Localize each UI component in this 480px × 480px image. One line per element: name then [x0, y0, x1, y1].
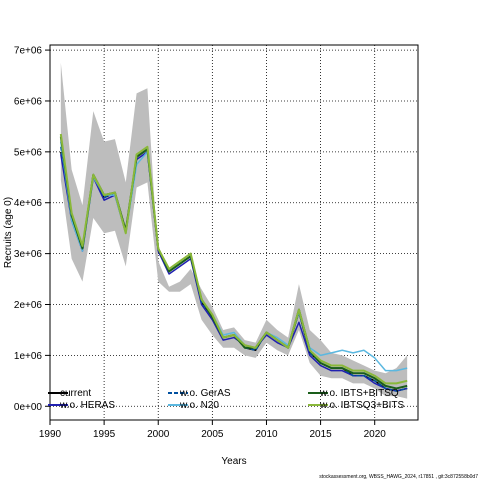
- y-tick-label: 2e+06: [14, 300, 43, 311]
- y-tick-label: 0e+00: [14, 402, 43, 413]
- plot-frame: [49, 44, 419, 421]
- y-axis-title: Recruits (age 0): [3, 197, 14, 268]
- x-axis-title: Years: [221, 456, 246, 467]
- confidence-band-area: [60, 62, 408, 399]
- y-axis: 0e+00 1e+06 2e+06 3e+06 4e+06 5e+06 6e+06 7e+06: [14, 46, 50, 413]
- x-tick-label: 2010: [255, 429, 278, 440]
- confidence-band: [60, 62, 408, 399]
- y-tick-label: 3e+06: [14, 249, 43, 260]
- x-tick-label: 2005: [201, 429, 224, 440]
- y-tick-label: 4e+06: [14, 198, 43, 209]
- x-tick-label: 2020: [364, 429, 387, 440]
- legend-label-5: w.o. IBTS+BITSQ: [319, 388, 399, 399]
- x-tick-label: 2000: [147, 429, 170, 440]
- legend-label-4: w.o. N20: [179, 400, 219, 411]
- legend-label-1: current: [60, 388, 91, 399]
- series-line-6: [59, 133, 408, 385]
- x-tick-label: 1995: [93, 429, 116, 440]
- y-tick-label: 1e+06: [14, 351, 43, 362]
- legend-label-6: w.o. IBTSQ3+BITS: [319, 400, 405, 411]
- y-tick-label: 6e+06: [14, 96, 43, 107]
- legend-label-2: w.o. HERAS: [59, 400, 115, 411]
- x-axis: 1990 1995 2000 2005 2010 2015 2020: [39, 420, 386, 440]
- y-tick-label: 5e+06: [14, 147, 43, 158]
- x-tick-label: 1990: [39, 429, 62, 440]
- footer-credit: stockassessment.org, WBSS_HAWG_2024, r17…: [319, 474, 478, 480]
- legend-label-3: w.o. GerAS: [179, 388, 231, 399]
- x-tick-label: 2015: [309, 429, 332, 440]
- y-tick-label: 7e+06: [14, 46, 43, 57]
- series-lines: [59, 133, 408, 392]
